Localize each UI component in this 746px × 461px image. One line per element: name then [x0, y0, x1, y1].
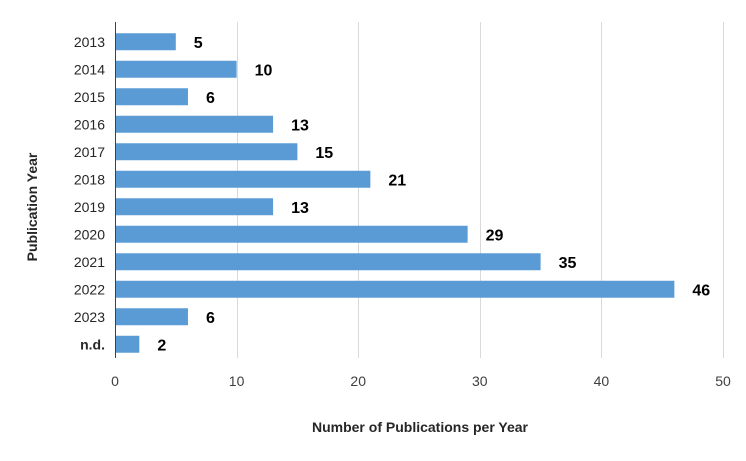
x-tick-label-40: 40 [594, 373, 610, 389]
bar-2014 [116, 60, 237, 78]
data-label-2021: 35 [559, 255, 577, 272]
bar-2013 [116, 33, 176, 51]
x-tick-label-50: 50 [715, 373, 731, 389]
data-label-2022: 46 [692, 282, 710, 299]
x-tick-label-20: 20 [350, 373, 366, 389]
bar-2020 [116, 225, 468, 243]
category-label-2014: 2014 [74, 61, 105, 77]
bar-nd [116, 335, 140, 353]
bar-2018 [116, 170, 371, 188]
data-label-2018: 21 [388, 172, 406, 189]
category-label-2019: 2019 [74, 199, 105, 215]
category-label-nd: n.d. [80, 336, 105, 352]
bar-2016 [116, 115, 274, 133]
category-label-2015: 2015 [74, 89, 105, 105]
category-label-2013: 2013 [74, 34, 105, 50]
gridlines [237, 22, 724, 358]
data-label-2014: 10 [255, 62, 273, 79]
category-label-2021: 2021 [74, 254, 105, 270]
data-label-nd: 2 [157, 337, 166, 354]
data-label-2023: 6 [206, 310, 215, 327]
bar-2019 [116, 198, 274, 216]
bar-2017 [116, 143, 298, 161]
data-labels: 5 10 6 13 15 21 13 29 35 46 6 2 [157, 35, 710, 355]
category-label-2023: 2023 [74, 309, 105, 325]
category-label-2022: 2022 [74, 281, 105, 297]
x-tick-label-0: 0 [111, 373, 119, 389]
data-label-2019: 13 [291, 200, 309, 217]
bars [116, 33, 675, 353]
data-label-2016: 13 [291, 117, 309, 134]
y-axis-title: Publication Year [24, 152, 40, 261]
x-axis-title: Number of Publications per Year [312, 419, 529, 435]
category-label-2018: 2018 [74, 171, 105, 187]
bar-2022 [116, 280, 675, 298]
bar-2023 [116, 308, 188, 326]
x-tick-label-30: 30 [472, 373, 488, 389]
category-label-2020: 2020 [74, 226, 105, 242]
data-label-2020: 29 [486, 227, 504, 244]
data-label-2017: 15 [315, 145, 333, 162]
x-tick-label-10: 10 [229, 373, 245, 389]
bar-2015 [116, 88, 188, 106]
x-tick-labels: 0 10 20 30 40 50 [111, 373, 731, 389]
data-label-2013: 5 [194, 35, 203, 52]
data-label-2015: 6 [206, 90, 215, 107]
category-label-2016: 2016 [74, 116, 105, 132]
category-label-2017: 2017 [74, 144, 105, 160]
bar-2021 [116, 253, 541, 271]
y-category-labels: 2013 2014 2015 2016 2017 2018 2019 2020 2021 2022… [74, 34, 105, 353]
